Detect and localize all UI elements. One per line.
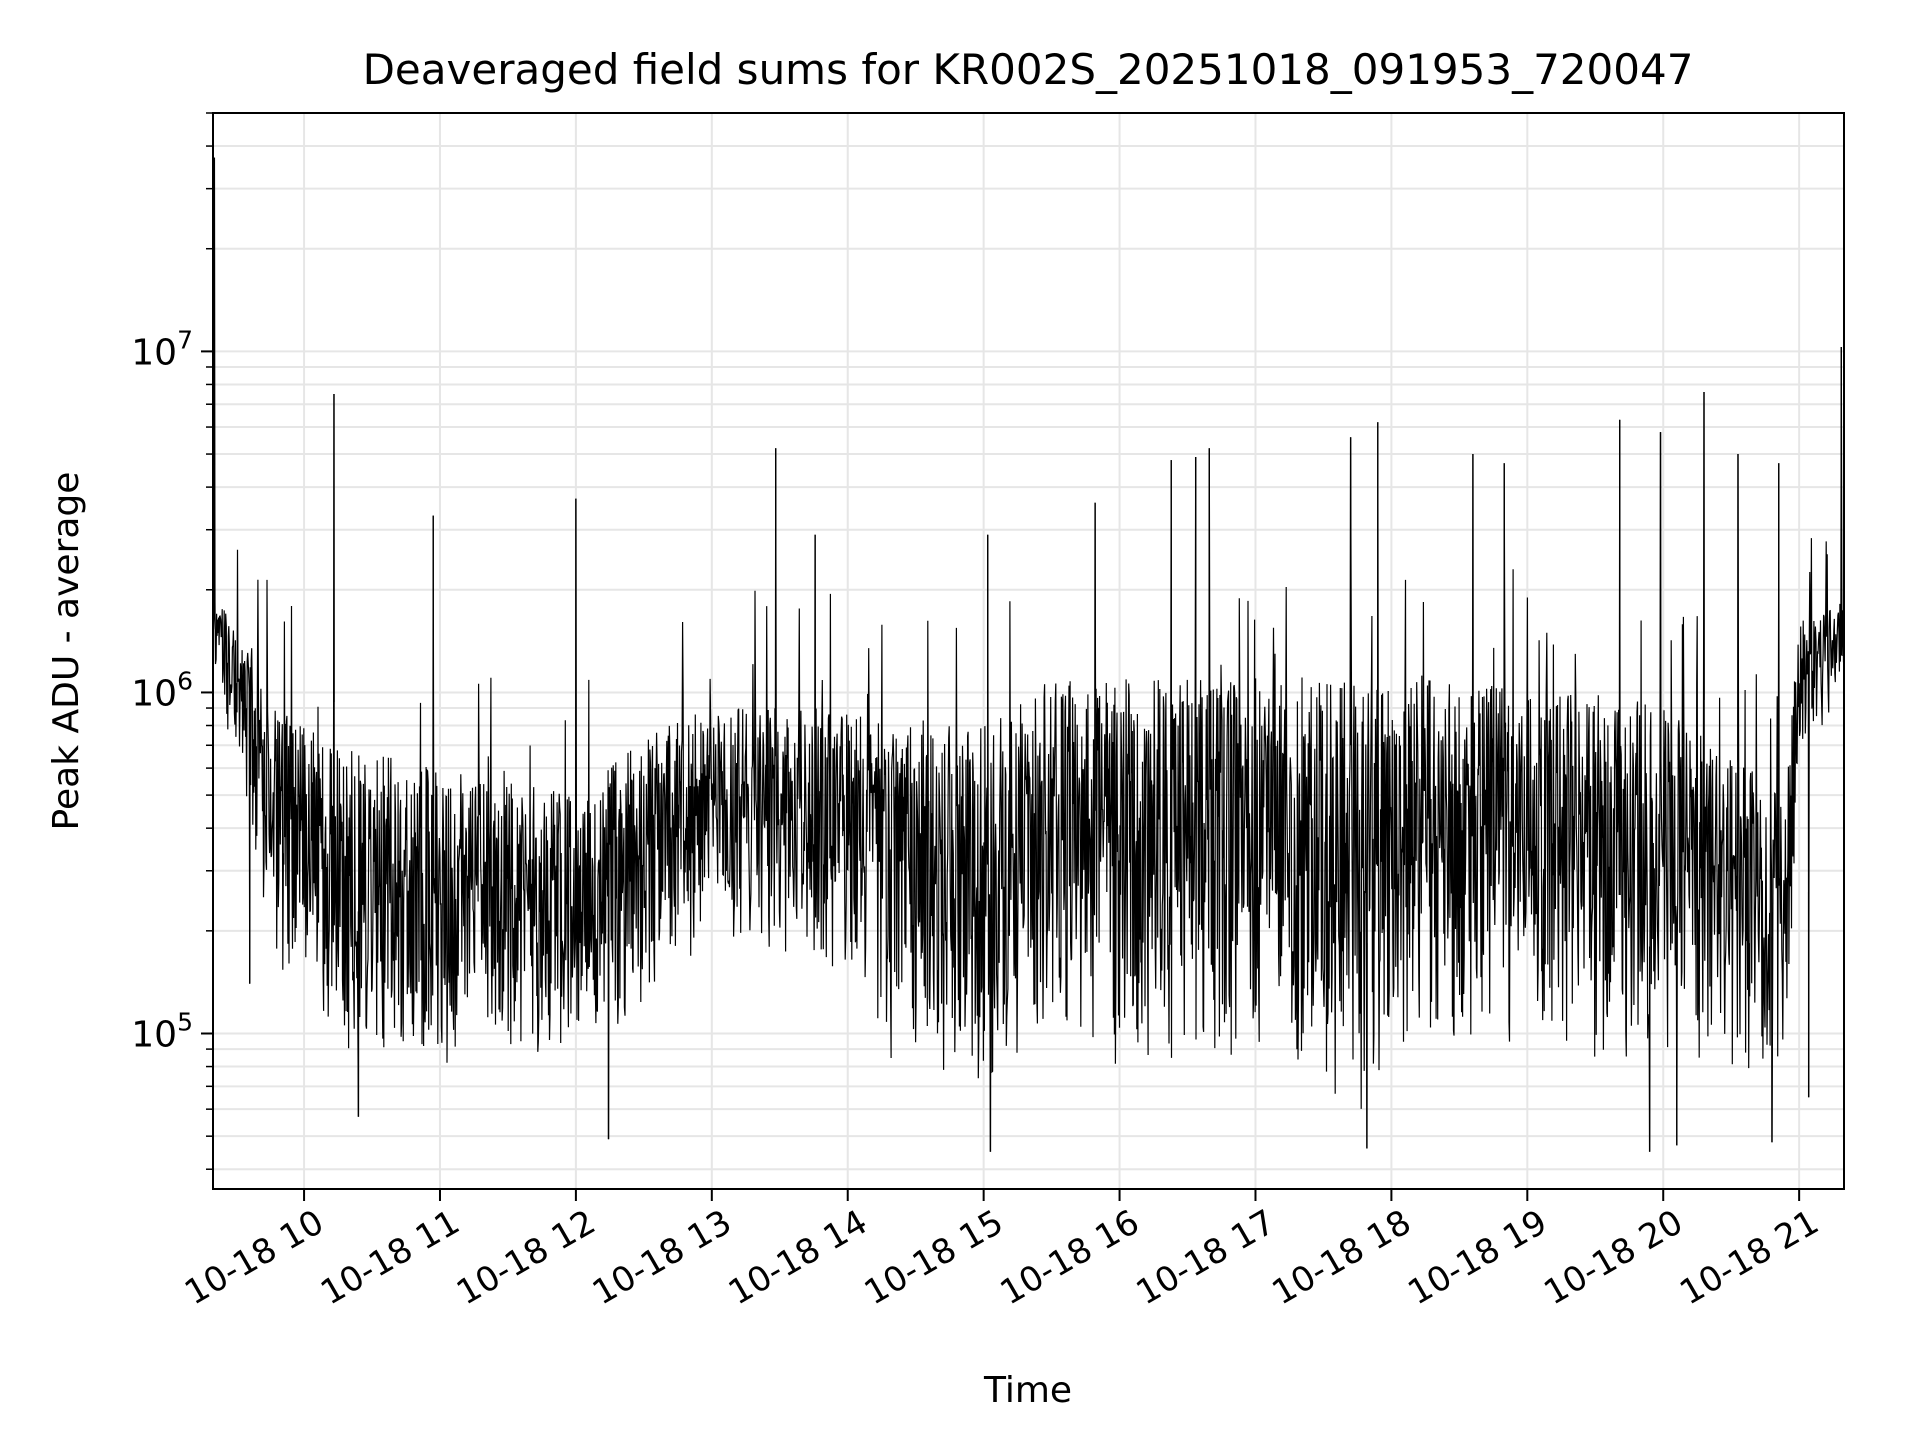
- x-axis-label: Time: [983, 1370, 1072, 1411]
- y-tick-label: 106: [131, 666, 193, 714]
- series-line: [212, 157, 1845, 1152]
- y-axis-label: Peak ADU - average: [46, 472, 87, 831]
- data-series: [212, 157, 1845, 1152]
- y-tick-label: 107: [131, 325, 193, 373]
- chart-title: Deaveraged field sums for KR002S_2025101…: [363, 45, 1694, 94]
- plot-frame: [212, 112, 1845, 1190]
- y-tick-label: 105: [131, 1008, 193, 1056]
